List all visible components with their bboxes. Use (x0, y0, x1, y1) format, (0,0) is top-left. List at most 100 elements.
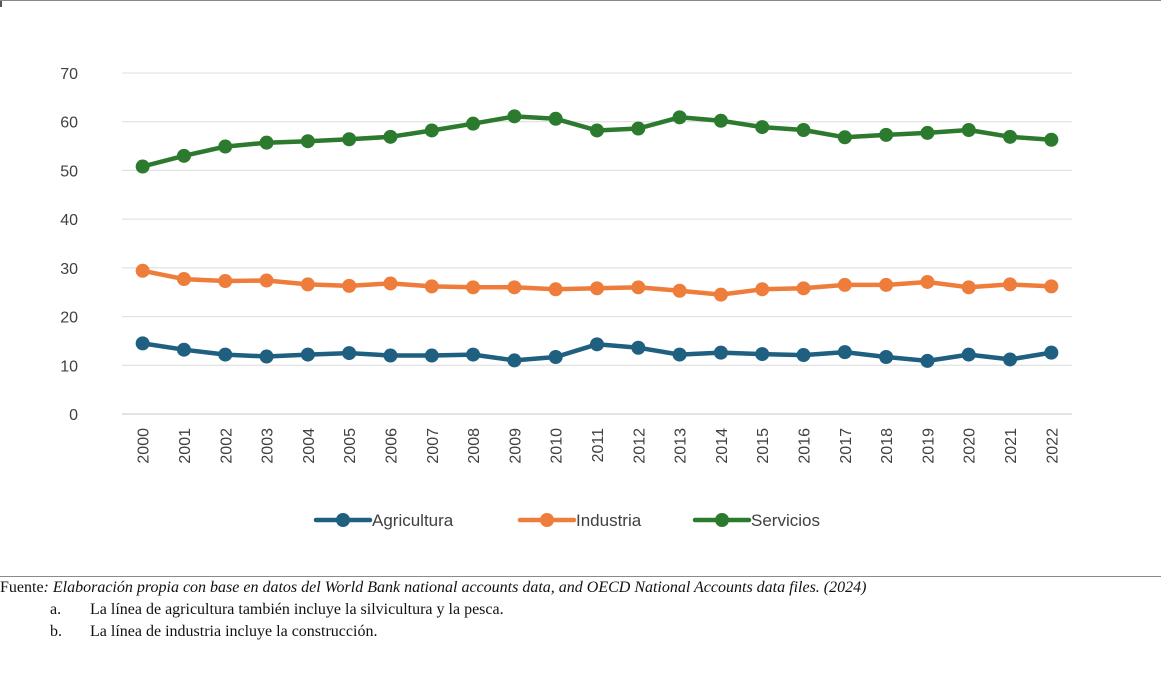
data-point-industria (837, 277, 852, 292)
data-point-servicios (631, 121, 646, 136)
x-tick-label: 2007 (425, 428, 442, 464)
data-point-servicios (672, 110, 687, 125)
source-text: : Elaboración propia con base en datos d… (43, 579, 867, 596)
y-tick-label: 0 (69, 407, 78, 424)
x-tick-label: 2018 (879, 428, 896, 464)
data-point-agricultura (961, 347, 976, 362)
footer-divider (0, 576, 1161, 577)
data-point-agricultura (755, 347, 770, 362)
data-point-agricultura (796, 348, 811, 363)
data-point-servicios (135, 159, 150, 174)
data-point-servicios (920, 125, 935, 140)
x-tick-label: 2000 (136, 428, 153, 464)
data-point-servicios (713, 113, 728, 128)
y-tick-label: 30 (60, 261, 78, 278)
data-point-servicios (961, 122, 976, 137)
data-point-agricultura (837, 345, 852, 360)
data-point-servicios (548, 111, 563, 126)
y-tick-label: 10 (60, 358, 78, 375)
x-tick-label: 2009 (507, 428, 524, 464)
legend-label: Agricultura (372, 511, 454, 530)
note-item: b. La línea de industria incluye la cons… (50, 621, 1161, 643)
x-tick-label: 2015 (755, 428, 772, 464)
note-item: a. La línea de agricultura también inclu… (50, 599, 1161, 621)
note-text: La línea de industria incluye la constru… (90, 623, 378, 640)
data-point-industria (631, 280, 646, 295)
data-point-industria (383, 276, 398, 291)
data-point-industria (300, 277, 315, 292)
data-point-agricultura (466, 347, 481, 362)
x-tick-label: 2011 (590, 428, 607, 463)
line-chart: 0 10 20 30 40 50 60 70 2000 2001 2002 2003 2004 2005 2… (60, 66, 1072, 530)
data-point-servicios (1044, 132, 1059, 147)
data-point-agricultura (218, 347, 233, 362)
x-tick-label: 2019 (920, 428, 937, 464)
note-marker: a. (50, 601, 62, 618)
figure-footer: Fuente: Elaboración propia con base en d… (0, 576, 1161, 643)
data-point-agricultura (135, 336, 150, 351)
data-point-servicios (755, 120, 770, 135)
data-point-agricultura (672, 347, 687, 362)
data-point-agricultura (548, 350, 563, 365)
x-tick-label: 2021 (1003, 428, 1020, 464)
x-tick-label: 2022 (1044, 428, 1061, 464)
x-tick-label: 2014 (714, 428, 731, 464)
data-point-servicios (300, 134, 315, 149)
data-point-industria (507, 280, 522, 295)
y-tick-label: 50 (60, 163, 78, 180)
x-tick-label: 2001 (177, 428, 194, 464)
data-point-agricultura (631, 340, 646, 355)
data-point-servicios (342, 132, 357, 147)
top-divider-mark (0, 1, 2, 7)
legend-marker (540, 513, 554, 527)
data-point-industria (961, 280, 976, 295)
data-point-agricultura (424, 348, 439, 363)
y-tick-label: 60 (60, 115, 78, 132)
data-point-agricultura (259, 349, 274, 364)
data-point-servicios (796, 122, 811, 137)
x-tick-label: 2020 (962, 428, 979, 464)
data-point-agricultura (1044, 345, 1059, 360)
x-tick-label: 2013 (673, 428, 690, 464)
x-tick-label: 2012 (631, 428, 648, 464)
source-label: Fuente (0, 579, 44, 596)
x-tick-label: 2003 (260, 428, 277, 464)
data-point-agricultura (1003, 352, 1018, 367)
data-point-industria (259, 273, 274, 288)
data-point-servicios (879, 127, 894, 142)
data-point-servicios (218, 139, 233, 154)
data-point-servicios (1003, 129, 1018, 144)
data-point-industria (590, 281, 604, 296)
data-point-industria (1044, 279, 1059, 294)
data-point-agricultura (383, 348, 398, 363)
top-divider (0, 0, 1161, 1)
data-point-agricultura (176, 342, 191, 357)
legend-label: Servicios (751, 511, 820, 530)
x-tick-label: 2006 (383, 428, 400, 464)
data-point-agricultura (920, 353, 935, 368)
data-point-servicios (176, 148, 191, 163)
x-tick-label: 2017 (838, 428, 855, 464)
data-point-agricultura (879, 350, 894, 365)
data-point-servicios (837, 130, 852, 145)
data-point-industria (755, 282, 770, 297)
data-point-servicios (424, 123, 439, 138)
data-point-agricultura (713, 345, 728, 360)
data-point-servicios (507, 109, 522, 124)
y-tick-label: 40 (60, 212, 78, 229)
data-point-agricultura (507, 353, 522, 368)
data-point-industria (466, 280, 481, 295)
x-tick-label: 2005 (342, 428, 359, 464)
notes-list: a. La línea de agricultura también inclu… (50, 599, 1161, 643)
y-tick-label: 20 (60, 310, 78, 327)
data-point-servicios (590, 123, 604, 138)
data-point-industria (1003, 277, 1018, 292)
legend-marker (715, 513, 729, 527)
x-tick-label: 2010 (549, 428, 566, 464)
data-point-industria (796, 281, 811, 296)
data-point-industria (920, 274, 935, 289)
data-point-servicios (466, 116, 481, 131)
legend-marker (336, 513, 350, 527)
data-point-industria (342, 278, 357, 293)
data-point-industria (176, 272, 191, 287)
